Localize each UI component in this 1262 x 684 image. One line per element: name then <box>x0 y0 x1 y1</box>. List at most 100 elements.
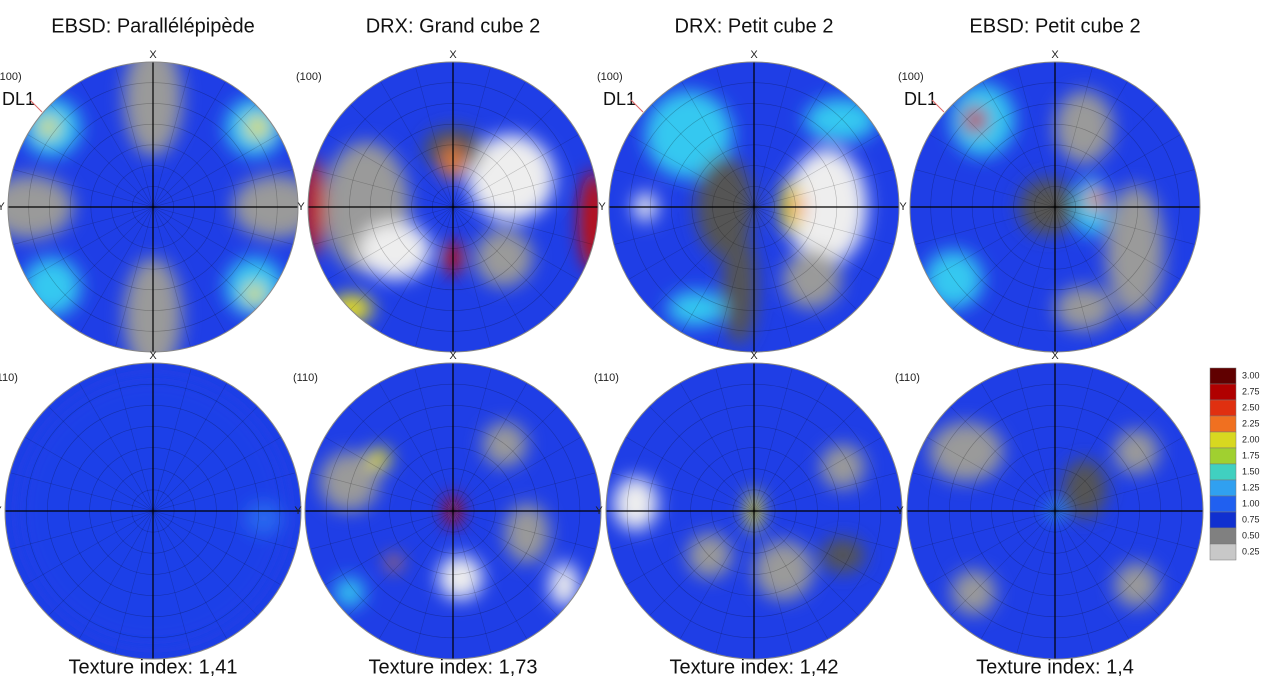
outline <box>304 362 602 660</box>
intensity-region <box>645 91 733 178</box>
colorbar-swatch <box>1209 399 1237 417</box>
intensity-region <box>504 503 550 563</box>
colorbar-label: 3.00 <box>1242 370 1260 380</box>
outline <box>906 362 1204 660</box>
colorbar-label: 0.75 <box>1242 514 1260 524</box>
colorbar-label: 2.00 <box>1242 434 1260 444</box>
intensity-region <box>38 117 59 138</box>
pole-label: (110) <box>594 372 619 384</box>
intensity-map <box>929 422 1159 615</box>
texture-index: Texture index: 1,73 <box>369 656 538 678</box>
intensity-region <box>367 447 391 472</box>
texture-index: Texture index: 1,42 <box>670 656 839 678</box>
intensity-region <box>667 291 725 326</box>
intensity-region <box>244 283 265 305</box>
intensity-region <box>722 228 757 345</box>
pole-label: (100) <box>597 71 623 83</box>
dl-label: DL1 <box>2 89 35 109</box>
intensity-region <box>1055 91 1113 164</box>
dl-pointer <box>630 99 644 113</box>
intensity-region <box>549 562 579 608</box>
colorbar-label: 0.50 <box>1242 530 1260 540</box>
pole-label: (110) <box>0 372 18 384</box>
colorbar-label: 2.25 <box>1242 418 1260 428</box>
column-title: EBSD: Parallélépipède <box>51 15 254 37</box>
intensity-region <box>963 106 987 134</box>
intensity-region <box>22 257 81 316</box>
colorbar-swatch <box>1209 383 1237 401</box>
intensity-region <box>438 555 483 600</box>
pole-label: (110) <box>293 372 318 384</box>
intensity-region <box>613 476 658 531</box>
intensity-region <box>924 250 983 309</box>
axis-x-label: X <box>1051 350 1059 362</box>
outline <box>7 61 299 353</box>
intensity-region <box>1114 562 1159 608</box>
intensity-region <box>579 170 598 273</box>
colorbar-swatch <box>1209 463 1237 481</box>
column-title: DRX: Grand cube 2 <box>366 15 541 37</box>
pole-label: (110) <box>895 372 920 384</box>
intensity-region <box>246 503 282 534</box>
colorbar-label: 0.25 <box>1242 546 1260 556</box>
intensity-region <box>820 537 865 574</box>
axis-y-label: Y <box>598 201 606 213</box>
colorbar-label: 1.50 <box>1242 466 1260 476</box>
intensity-map <box>613 444 865 600</box>
intensity-region <box>1086 188 1105 212</box>
outline <box>307 61 599 353</box>
column-title: EBSD: Petit cube 2 <box>969 15 1140 37</box>
colorbar-swatch <box>1209 447 1237 465</box>
colorbar-swatch <box>1209 431 1237 449</box>
axis-y-label: Y <box>294 505 302 517</box>
axis-y-label: Y <box>0 201 5 213</box>
colorbar-swatch <box>1209 495 1237 513</box>
intensity-region <box>804 98 878 142</box>
colorbar-swatch <box>1209 367 1237 385</box>
colorbar-swatch <box>1209 479 1237 497</box>
colorbar-swatch <box>1209 415 1237 433</box>
colorbar-label: 1.00 <box>1242 498 1260 508</box>
colorbar-swatch <box>1209 543 1237 561</box>
intensity-region <box>754 540 814 600</box>
colorbar-swatch <box>1209 527 1237 545</box>
intensity-region <box>929 422 1004 482</box>
axis-y-label: Y <box>0 505 2 517</box>
colorbar-label: 1.25 <box>1242 482 1260 492</box>
intensity-region <box>386 555 402 571</box>
intensity-region <box>1105 185 1164 316</box>
column-title: DRX: Petit cube 2 <box>675 15 834 37</box>
colorbar-label: 1.75 <box>1242 450 1260 460</box>
intensity-region <box>951 570 996 615</box>
axis-x-label: X <box>750 49 758 61</box>
axis-y-label: Y <box>896 505 904 517</box>
intensity-region <box>474 228 533 287</box>
colorbar-swatch <box>1209 511 1237 529</box>
intensity-region <box>783 250 841 309</box>
intensity-region <box>1062 459 1107 519</box>
texture-index: Texture index: 1,41 <box>69 656 238 678</box>
intensity-region <box>687 533 732 578</box>
texture-index: Texture index: 1,4 <box>976 656 1134 678</box>
axis-x-label: X <box>750 350 758 362</box>
outline <box>605 362 903 660</box>
dl-label: DL1 <box>904 89 937 109</box>
pole-label: (100) <box>296 71 322 83</box>
colorbar-label: 2.75 <box>1242 386 1260 396</box>
dl-label: DL1 <box>603 89 636 109</box>
intensity-map <box>319 422 579 608</box>
axis-y-label: Y <box>595 505 603 517</box>
intensity-region <box>1114 429 1159 474</box>
axis-x-label: X <box>1051 49 1059 61</box>
intensity-region <box>334 577 365 608</box>
axis-x-label: X <box>449 350 457 362</box>
outline <box>909 61 1201 353</box>
intensity-region <box>319 451 379 511</box>
intensity-region <box>245 115 269 139</box>
intensity-region <box>467 134 555 222</box>
pole-label: (100) <box>898 71 924 83</box>
axis-x-label: X <box>449 49 457 61</box>
axis-x-label: X <box>149 350 157 362</box>
